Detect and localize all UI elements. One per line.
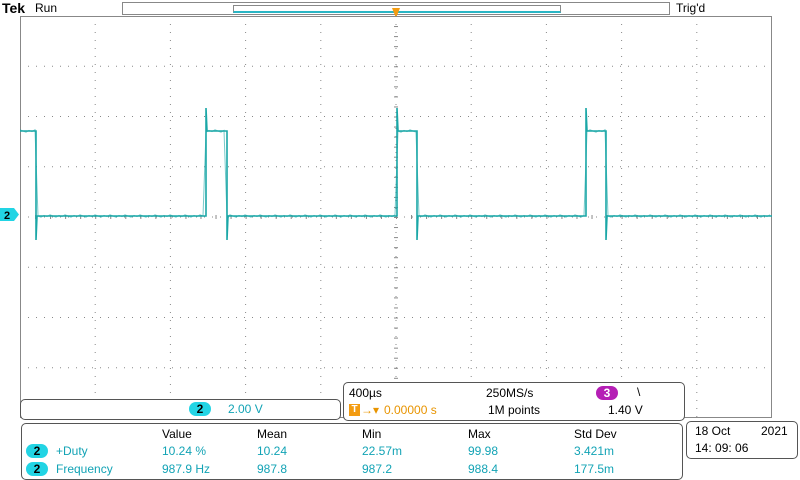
row-channel-badge: 2 bbox=[26, 462, 48, 476]
brand-logo: Tek bbox=[2, 0, 26, 16]
measurement-mean: 10.24 bbox=[257, 444, 288, 458]
trigger-slope-icon: \ bbox=[637, 385, 641, 399]
measurements-panel[interactable]: Value Mean Min Max Std Dev 2 +Duty 10.24… bbox=[21, 423, 683, 480]
measurement-min: 22.57m bbox=[362, 444, 403, 458]
header-std-dev: Std Dev bbox=[574, 427, 617, 441]
measurement-mean: 987.8 bbox=[257, 462, 288, 476]
measurement-name: Frequency bbox=[56, 462, 113, 476]
trigger-source-badge: 3 bbox=[596, 386, 618, 400]
channel-scale-panel[interactable]: 2 2.00 V bbox=[20, 399, 341, 420]
measurement-std-dev: 177.5m bbox=[574, 462, 615, 476]
trigger-delay-icon: T bbox=[349, 404, 360, 416]
measurement-name: +Duty bbox=[56, 444, 88, 458]
year: 2021 bbox=[761, 424, 788, 438]
timebase-panel[interactable]: 400µs 250MS/s 3 \ T →▾ 0.00000 s 1M poin… bbox=[343, 382, 685, 421]
channel-badge: 2 bbox=[189, 402, 211, 416]
header-value: Value bbox=[162, 427, 192, 441]
trigger-level: 1.40 V bbox=[608, 403, 643, 417]
date-time-panel[interactable]: 18 Oct 2021 14: 09: 06 bbox=[686, 421, 798, 459]
measurement-min: 987.2 bbox=[362, 462, 393, 476]
vertical-scale: 2.00 V bbox=[228, 402, 263, 416]
channel-2-trace-noise bbox=[20, 128, 771, 218]
measurement-max: 99.98 bbox=[468, 444, 499, 458]
measurement-value: 10.24 % bbox=[162, 444, 207, 458]
trigger-delay-arrow-icon: →▾ bbox=[361, 403, 380, 417]
record-length: 1M points bbox=[488, 403, 541, 417]
waveform-display[interactable] bbox=[20, 16, 772, 418]
measurement-value: 987.9 Hz bbox=[162, 462, 211, 476]
header-mean: Mean bbox=[257, 427, 288, 441]
channel-marker-icon bbox=[0, 208, 19, 221]
graticule-grid bbox=[20, 16, 765, 417]
measurement-std-dev: 3.421m bbox=[574, 444, 615, 458]
timebase-value: 400µs bbox=[349, 386, 382, 400]
acquisition-status: Run bbox=[35, 1, 58, 15]
header-min: Min bbox=[362, 427, 382, 441]
channel-marker-label: 2 bbox=[4, 210, 10, 222]
time: 14: 09: 06 bbox=[695, 441, 749, 455]
trigger-status: Trig'd bbox=[676, 1, 706, 15]
trigger-delay: 0.00000 s bbox=[384, 403, 437, 417]
date: 18 Oct bbox=[695, 424, 731, 438]
channel-2-marker[interactable]: 2 bbox=[0, 207, 20, 222]
row-channel-badge: 2 bbox=[26, 444, 48, 458]
sample-rate: 250MS/s bbox=[486, 386, 534, 400]
header-max: Max bbox=[468, 427, 491, 441]
trigger-arrow-icon bbox=[392, 8, 400, 18]
measurement-max: 988.4 bbox=[468, 462, 499, 476]
